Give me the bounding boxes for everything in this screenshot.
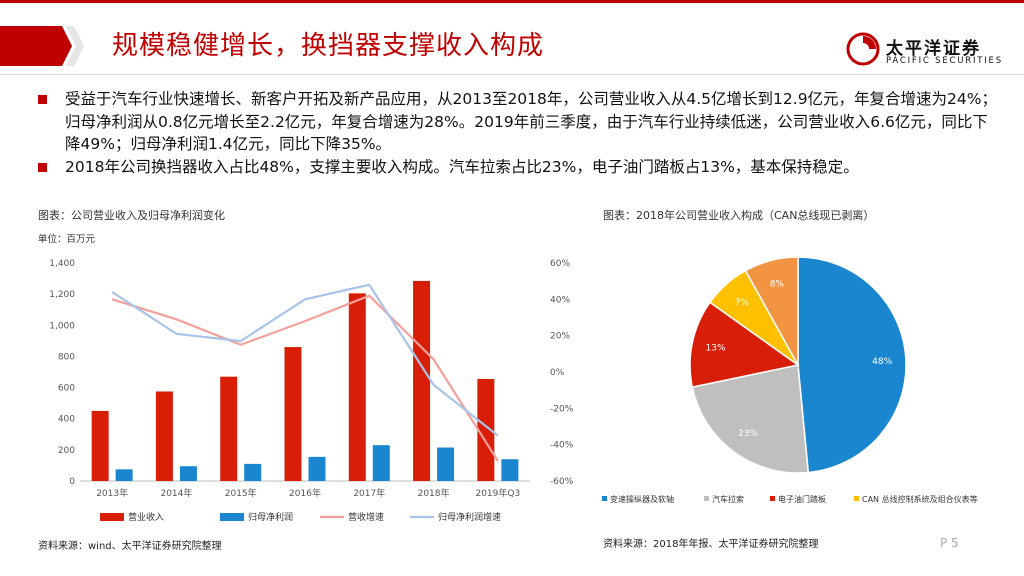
pie-slice-label: 7% <box>735 298 750 308</box>
bar-revenue <box>477 379 495 481</box>
pie-slice-label: 23% <box>738 429 758 439</box>
logo-name: 太平洋证券 <box>886 39 981 59</box>
bar-net-profit <box>244 463 262 481</box>
pie-slice-label: 13% <box>706 344 726 354</box>
line-net-profit-growth <box>111 283 499 437</box>
y-tick-label: 400 <box>58 415 75 425</box>
y2-tick-label: -40% <box>550 441 574 451</box>
pie-slice <box>797 256 907 474</box>
bullet-square-icon <box>38 162 47 172</box>
bullet-item: 受益于汽车行业快速增长、新客户开拓及新产品应用，从2013至2018年，公司营业… <box>38 88 998 156</box>
logo-emblem-icon <box>846 32 880 66</box>
bar-revenue <box>91 410 109 481</box>
y2-tick-label: -20% <box>550 404 574 414</box>
revenue-profit-combo-chart: 0 200 400 600 800 1,000 1,200 1,400 -60% -40% -20%… <box>49 259 574 523</box>
y-tick-label: 600 <box>58 384 75 394</box>
logo-english-name: PACIFIC SECURITIES <box>886 56 1003 66</box>
y2-tick-label: 20% <box>550 332 570 342</box>
legend-swatch <box>220 513 244 521</box>
bullet-text: 2018年公司换挡器收入占比48%，支撑主要收入构成。汽车拉索占比23%，电子油… <box>65 157 859 176</box>
bar-revenue <box>348 293 366 481</box>
x-tick-label: 2019年Q3 <box>475 487 520 499</box>
bar-revenue <box>155 391 173 481</box>
y2-tick-label: 0% <box>550 368 565 378</box>
y-tick-label: 0 <box>69 477 75 487</box>
page-number: P 5 <box>940 536 959 550</box>
legend-swatch <box>770 496 775 501</box>
bar-revenue <box>413 280 431 481</box>
right-chart-source: 资料来源：2018年年报、太平洋证券研究院整理 <box>603 539 819 550</box>
pie-slice <box>689 301 800 389</box>
y-tick-label: 200 <box>58 446 75 456</box>
bar-net-profit <box>179 466 197 481</box>
bullet-square-icon <box>38 95 47 104</box>
left-chart-source: 资料来源：wind、太平洋证券研究院整理 <box>38 541 222 552</box>
legend-label: 营收增速 <box>348 511 384 523</box>
y-tick-label: 1,000 <box>49 321 75 331</box>
y-tick-label: 1,200 <box>49 290 75 300</box>
title-chevron-decoration <box>0 26 84 66</box>
company-logo: 太平洋证券 PACIFIC SECURITIES <box>846 30 1006 70</box>
legend-swatch <box>704 496 709 501</box>
pie-slice <box>691 364 810 474</box>
bar-revenue <box>284 347 302 481</box>
line-revenue-growth <box>111 294 499 462</box>
x-tick-label: 2018年 <box>418 487 450 499</box>
legend-swatch <box>602 496 607 501</box>
bar-net-profit <box>308 456 326 481</box>
slide-title: 规模稳健增长，换挡器支撑收入构成 <box>112 31 545 61</box>
bar-net-profit <box>372 445 390 481</box>
legend-label: 归母净利润增速 <box>438 511 501 523</box>
y-tick-label: 800 <box>58 352 75 362</box>
bar-revenue <box>220 376 238 481</box>
legend-swatch <box>100 513 124 521</box>
y-tick-label: 1,400 <box>49 259 75 269</box>
legend-swatch <box>854 496 859 501</box>
x-tick-label: 2017年 <box>353 487 385 499</box>
title-divider <box>0 74 1024 75</box>
y2-tick-label: 60% <box>550 259 570 269</box>
left-chart-unit: 单位：百万元 <box>38 234 96 245</box>
revenue-composition-pie-chart: 48% 23% 13% 7% 8% 变速操纵器及软轴 汽车拉索 电子油门踏板 CAN 总线控制系… <box>602 256 978 504</box>
pie-slice-label: 48% <box>872 357 892 367</box>
x-tick-label: 2016年 <box>289 487 321 499</box>
bullet-text: 受益于汽车行业快速增长、新客户开拓及新产品应用，从2013至2018年，公司营业… <box>65 90 998 153</box>
top-accent-bar <box>0 0 1024 3</box>
legend-label: 汽车拉索 <box>712 494 744 504</box>
bar-net-profit <box>115 469 133 481</box>
legend-label: 变速操纵器及软轴 <box>610 494 674 504</box>
x-tick-label: 2013年 <box>96 487 128 499</box>
legend-label: 营业收入 <box>128 511 164 523</box>
bullet-item: 2018年公司换挡器收入占比48%，支撑主要收入构成。汽车拉索占比23%，电子油… <box>38 156 998 179</box>
x-tick-label: 2015年 <box>225 487 257 499</box>
bullet-list: 受益于汽车行业快速增长、新客户开拓及新产品应用，从2013至2018年，公司营业… <box>38 88 998 178</box>
left-chart-title: 图表：公司营业收入及归母净利润变化 <box>38 209 225 222</box>
y2-tick-label: -60% <box>550 477 574 487</box>
bar-net-profit <box>501 459 519 481</box>
pie-slice-label: 8% <box>770 279 785 289</box>
x-tick-label: 2014年 <box>160 487 192 499</box>
pie-slice <box>744 256 799 368</box>
legend-label: CAN 总线控制系统及组合仪表等 <box>862 494 978 504</box>
legend-label: 电子油门踏板 <box>778 494 826 504</box>
right-chart-title: 图表：2018年公司营业收入构成（CAN总线现已剥离） <box>603 209 875 222</box>
y2-tick-label: 40% <box>550 295 570 305</box>
legend-label: 归母净利润 <box>248 511 293 523</box>
bar-net-profit <box>437 447 455 481</box>
